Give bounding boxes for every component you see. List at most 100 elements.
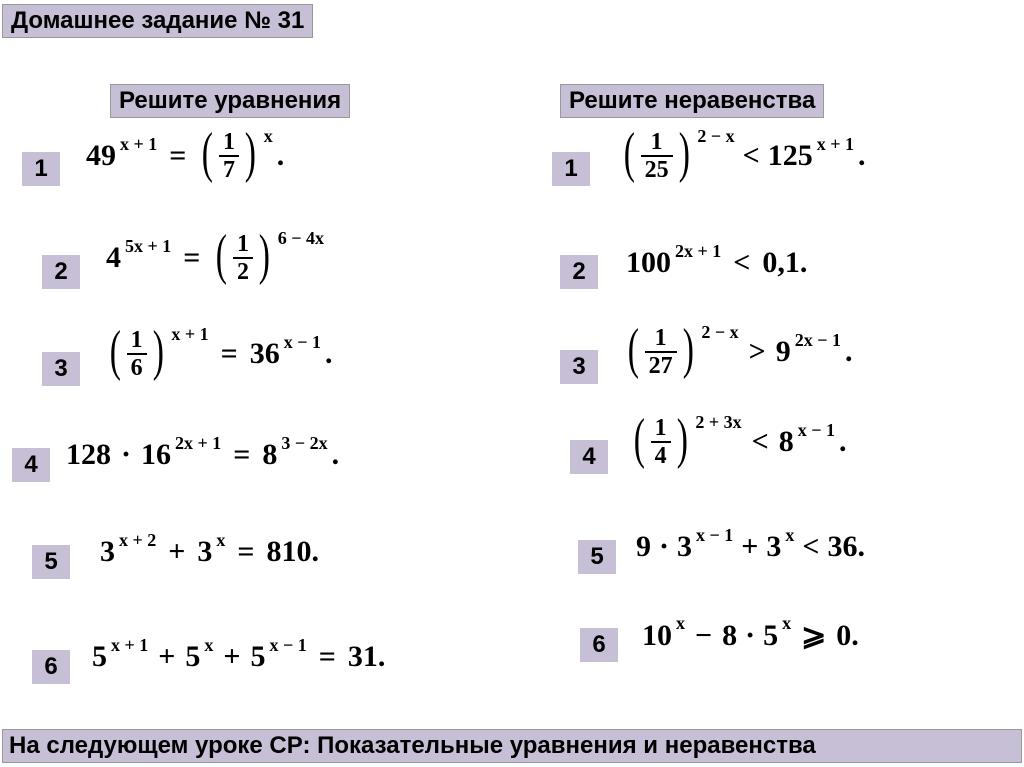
equation-4: 128 · 16 2x + 1 = 8 3 − 2x . xyxy=(66,438,339,472)
c: 8 xyxy=(262,438,277,472)
period: . xyxy=(325,337,333,371)
result: 36. xyxy=(828,530,866,564)
lparen: ( xyxy=(110,332,121,371)
e2: x xyxy=(785,525,794,546)
equals: = xyxy=(183,241,200,275)
base: 49 xyxy=(86,139,116,173)
lt: < xyxy=(733,246,750,280)
base2: 36 xyxy=(250,337,280,371)
b: 8 xyxy=(722,619,737,653)
frac-den: 25 xyxy=(641,155,673,182)
e3: x − 1 xyxy=(269,635,306,656)
equation-3: ( 16 ) x + 1 = 36 x − 1 . xyxy=(106,328,332,380)
lparen: ( xyxy=(634,420,645,459)
equation-1: 49 x + 1 = ( 17 ) x . xyxy=(86,130,284,182)
e1: x − 1 xyxy=(696,525,733,546)
frac-num: 1 xyxy=(219,130,239,155)
plus: + xyxy=(741,530,758,564)
equation-5: 3 x + 2 + 3 x = 810. xyxy=(100,535,319,569)
ineq-num-1: 1 xyxy=(552,152,590,186)
dot: · xyxy=(745,619,755,653)
base2: 9 xyxy=(776,335,791,369)
exp1: 2 − x xyxy=(697,126,734,147)
result: 31. xyxy=(348,640,386,674)
plus1: + xyxy=(158,640,175,674)
eq-num-2: 2 xyxy=(42,255,80,289)
frac-den: 6 xyxy=(127,353,147,380)
c: 5 xyxy=(763,619,778,653)
period: . xyxy=(332,438,340,472)
frac-den: 2 xyxy=(233,257,253,284)
e1: x + 1 xyxy=(111,635,148,656)
e1: x xyxy=(676,613,685,634)
period: . xyxy=(858,139,866,173)
a: 9 xyxy=(636,530,651,564)
frac-num: 1 xyxy=(233,232,253,257)
minus: − xyxy=(695,619,712,653)
inequality-6: 10 x − 8 · 5 x ⩾ 0. xyxy=(642,618,859,653)
result: 810. xyxy=(266,535,319,569)
frac-den: 27 xyxy=(645,351,677,378)
plus: + xyxy=(168,535,185,569)
exp2: 3 − 2x xyxy=(281,433,327,454)
exp2: 2x − 1 xyxy=(795,330,841,351)
c: 5 xyxy=(250,640,265,674)
base: 100 xyxy=(626,246,671,280)
equation-6: 5 x + 1 + 5 x + 5 x − 1 = 31. xyxy=(92,640,385,674)
gt: > xyxy=(749,335,766,369)
b: 3 xyxy=(677,530,692,564)
frac-num: 1 xyxy=(651,416,671,441)
footer-note: На следующем уроке СР: Показательные ура… xyxy=(2,729,1022,763)
result: 0. xyxy=(836,619,859,653)
e2: x xyxy=(782,613,791,634)
lt: < xyxy=(802,530,819,564)
e2: x xyxy=(204,635,213,656)
rparen: ) xyxy=(676,420,687,459)
exp2: x xyxy=(264,126,273,147)
exp1: 2x + 1 xyxy=(175,433,221,454)
eq-num-6: 6 xyxy=(32,650,70,684)
lt: < xyxy=(752,425,769,459)
plus2: + xyxy=(223,640,240,674)
exp2: x − 1 xyxy=(284,332,321,353)
b: 3 xyxy=(197,535,212,569)
equals: = xyxy=(237,535,254,569)
eq-num-4: 4 xyxy=(12,448,50,482)
inequality-5: 9 · 3 x − 1 + 3 x < 36. xyxy=(636,530,865,564)
eq-num-3: 3 xyxy=(42,352,80,386)
b: 16 xyxy=(141,438,171,472)
period: . xyxy=(839,425,847,459)
column-header-equations: Решите уравнения xyxy=(110,84,350,118)
exp: 5x + 1 xyxy=(125,236,171,257)
inequality-1: ( 125 ) 2 − x < 125 x + 1 . xyxy=(620,130,865,182)
base2: 8 xyxy=(779,425,794,459)
frac-den: 4 xyxy=(651,441,671,468)
frac-num: 1 xyxy=(647,130,667,155)
lparen: ( xyxy=(624,134,635,173)
c: 3 xyxy=(766,530,781,564)
a: 128 xyxy=(66,438,111,472)
dot: · xyxy=(659,530,669,564)
equals: = xyxy=(221,337,238,371)
equals: = xyxy=(233,438,250,472)
ineq-num-3: 3 xyxy=(560,350,598,384)
e1: x + 2 xyxy=(119,530,156,551)
inequality-4: ( 14 ) 2 + 3x < 8 x − 1 . xyxy=(630,416,846,468)
b: 5 xyxy=(185,640,200,674)
exp1: 2 + 3x xyxy=(695,412,741,433)
exp2: x − 1 xyxy=(798,420,835,441)
exp: x + 1 xyxy=(120,134,157,155)
ineq-num-4: 4 xyxy=(570,440,608,474)
base: 4 xyxy=(106,241,121,275)
column-header-inequalities: Решите неравенства xyxy=(560,84,824,118)
base2: 125 xyxy=(768,139,813,173)
inequality-2: 100 2x + 1 < 0,1. xyxy=(626,246,807,280)
equals: = xyxy=(169,139,186,173)
ineq-num-6: 6 xyxy=(580,628,618,662)
dot: · xyxy=(121,438,131,472)
page-title: Домашнее задание № 31 xyxy=(2,4,313,38)
ineq-num-2: 2 xyxy=(560,255,598,289)
a: 5 xyxy=(92,640,107,674)
result: 0,1. xyxy=(762,246,807,280)
frac-num: 1 xyxy=(651,326,671,351)
